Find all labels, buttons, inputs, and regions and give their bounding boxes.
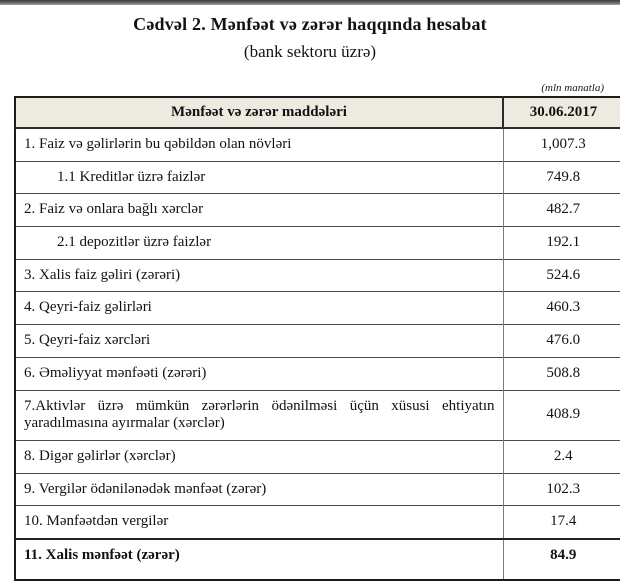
table-row: 5. Qeyri-faiz xərcləri 476.0 bbox=[15, 324, 620, 358]
row-label: 1.1 Kreditlər üzrə faizlər bbox=[15, 160, 503, 194]
row-label: 11. Xalis mənfəət (zərər) bbox=[15, 537, 503, 580]
row-value: 192.1 bbox=[502, 226, 620, 260]
row-label: 8. Digər gəlirlər (xərclər) bbox=[15, 439, 503, 474]
row-label: 10. Mənfəətdən vergilər bbox=[15, 505, 503, 539]
row-value: 508.8 bbox=[502, 356, 620, 390]
row-label: 3. Xalis faiz gəliri (zərəri) bbox=[15, 258, 503, 292]
items-column-header: Mənfəət və zərər maddələri bbox=[15, 97, 503, 129]
top-divider-bar bbox=[0, 0, 620, 5]
row-value: 2.4 bbox=[502, 439, 620, 474]
row-value: 84.9 bbox=[502, 537, 620, 580]
date-column-header: 30.06.2017 bbox=[502, 97, 620, 129]
table-row: 8. Digər gəlirlər (xərclər) 2.4 bbox=[15, 439, 620, 474]
table-row: 11. Xalis mənfəət (zərər) 84.9 bbox=[15, 537, 620, 580]
profit-loss-table: Mənfəət və zərər maddələri 30.06.2017 1.… bbox=[14, 96, 620, 581]
table-row: 7.Aktivlər üzrə mümkün zərərlərin ödənil… bbox=[15, 389, 620, 441]
table-row: 1. Faiz və gəlirlərin bu qəbildən olan n… bbox=[15, 128, 620, 162]
table-header-row: Mənfəət və zərər maddələri 30.06.2017 bbox=[15, 97, 620, 129]
table-row: 2. Faiz və onlara bağlı xərclər 482.7 bbox=[15, 193, 620, 227]
row-value: 749.8 bbox=[502, 160, 620, 194]
row-label: 2. Faiz və onlara bağlı xərclər bbox=[15, 193, 503, 227]
row-label: 7.Aktivlər üzrə mümkün zərərlərin ödənil… bbox=[15, 389, 503, 441]
table-row: 4. Qeyri-faiz gəlirləri 460.3 bbox=[15, 291, 620, 325]
row-value: 482.7 bbox=[502, 193, 620, 227]
row-label: 1. Faiz və gəlirlərin bu qəbildən olan n… bbox=[24, 136, 292, 152]
row-value: 1,007.3 bbox=[502, 128, 620, 162]
row-value: 476.0 bbox=[502, 324, 620, 358]
row-label: 9. Vergilər ödənilənədək mənfəət (zərər) bbox=[15, 472, 503, 506]
table-row: 3. Xalis faiz gəliri (zərəri) 524.6 bbox=[15, 258, 620, 292]
row-value: 408.9 bbox=[502, 389, 620, 441]
row-value: 17.4 bbox=[502, 505, 620, 539]
table-row: 9. Vergilər ödənilənədək mənfəət (zərər)… bbox=[15, 472, 620, 506]
table-row: 1.1 Kreditlər üzrə faizlər 749.8 bbox=[15, 160, 620, 194]
row-value: 460.3 bbox=[502, 291, 620, 325]
table-row: 10. Mənfəətdən vergilər 17.4 bbox=[15, 505, 620, 539]
page-title: Cədvəl 2. Mənfəət və zərər haqqında hesa… bbox=[133, 14, 487, 34]
row-value: 524.6 bbox=[502, 258, 620, 292]
table-row: 2.1 depozitlər üzrə faizlər 192.1 bbox=[15, 226, 620, 260]
page-subtitle: (bank sektoru üzrə) bbox=[243, 42, 377, 61]
row-label: 2.1 depozitlər üzrə faizlər bbox=[15, 226, 503, 260]
unit-note: (mln manatla) bbox=[541, 82, 604, 94]
table-row: 6. Əməliyyat mənfəəti (zərəri) 508.8 bbox=[15, 356, 620, 390]
row-value: 102.3 bbox=[502, 472, 620, 506]
row-label: 6. Əməliyyat mənfəəti (zərəri) bbox=[15, 356, 503, 390]
row-label: 5. Qeyri-faiz xərcləri bbox=[15, 324, 503, 358]
row-label: 4. Qeyri-faiz gəlirləri bbox=[15, 291, 503, 325]
